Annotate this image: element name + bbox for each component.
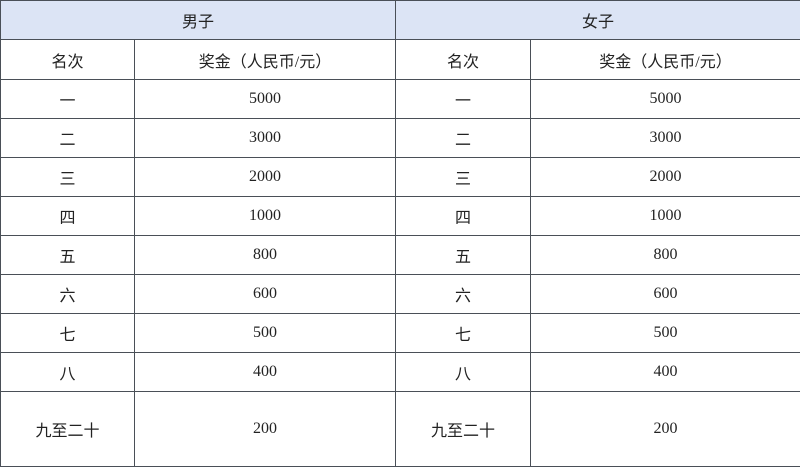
women-prize-cell: 2000 [531, 158, 800, 197]
rank-cell: 四 [396, 197, 531, 236]
women-prize-cell: 1000 [531, 197, 800, 236]
group-header-women: 女子 [396, 1, 800, 40]
women-prize-cell: 500 [531, 314, 800, 353]
rank-cell: 八 [396, 353, 531, 392]
women-prize-cell: 3000 [531, 119, 800, 158]
rank-cell: 一 [1, 80, 135, 119]
rank-cell: 六 [1, 275, 135, 314]
men-prize-cell: 200 [135, 392, 396, 467]
rank-cell: 五 [396, 236, 531, 275]
rank-cell: 九至二十 [396, 392, 531, 467]
rank-cell: 九至二十 [1, 392, 135, 467]
rank-cell: 七 [1, 314, 135, 353]
column-header-rank: 名次 [1, 40, 135, 80]
men-prize-cell: 2000 [135, 158, 396, 197]
men-prize-cell: 600 [135, 275, 396, 314]
rank-cell: 三 [396, 158, 531, 197]
rank-cell: 一 [396, 80, 531, 119]
rank-cell: 二 [396, 119, 531, 158]
rank-cell: 八 [1, 353, 135, 392]
men-prize-cell: 3000 [135, 119, 396, 158]
column-header-prize: 奖金（人民币/元） [135, 40, 396, 80]
column-header-rank: 名次 [396, 40, 531, 80]
women-prize-cell: 800 [531, 236, 800, 275]
men-prize-cell: 1000 [135, 197, 396, 236]
men-prize-cell: 500 [135, 314, 396, 353]
rank-cell: 六 [396, 275, 531, 314]
men-prize-cell: 5000 [135, 80, 396, 119]
rank-cell: 五 [1, 236, 135, 275]
column-header-prize: 奖金（人民币/元） [531, 40, 800, 80]
rank-cell: 四 [1, 197, 135, 236]
rank-cell: 三 [1, 158, 135, 197]
women-prize-cell: 400 [531, 353, 800, 392]
women-prize-cell: 5000 [531, 80, 800, 119]
women-prize-cell: 200 [531, 392, 800, 467]
rank-cell: 七 [396, 314, 531, 353]
group-header-men: 男子 [1, 1, 396, 40]
rank-cell: 二 [1, 119, 135, 158]
men-prize-cell: 800 [135, 236, 396, 275]
women-prize-cell: 600 [531, 275, 800, 314]
men-prize-cell: 400 [135, 353, 396, 392]
